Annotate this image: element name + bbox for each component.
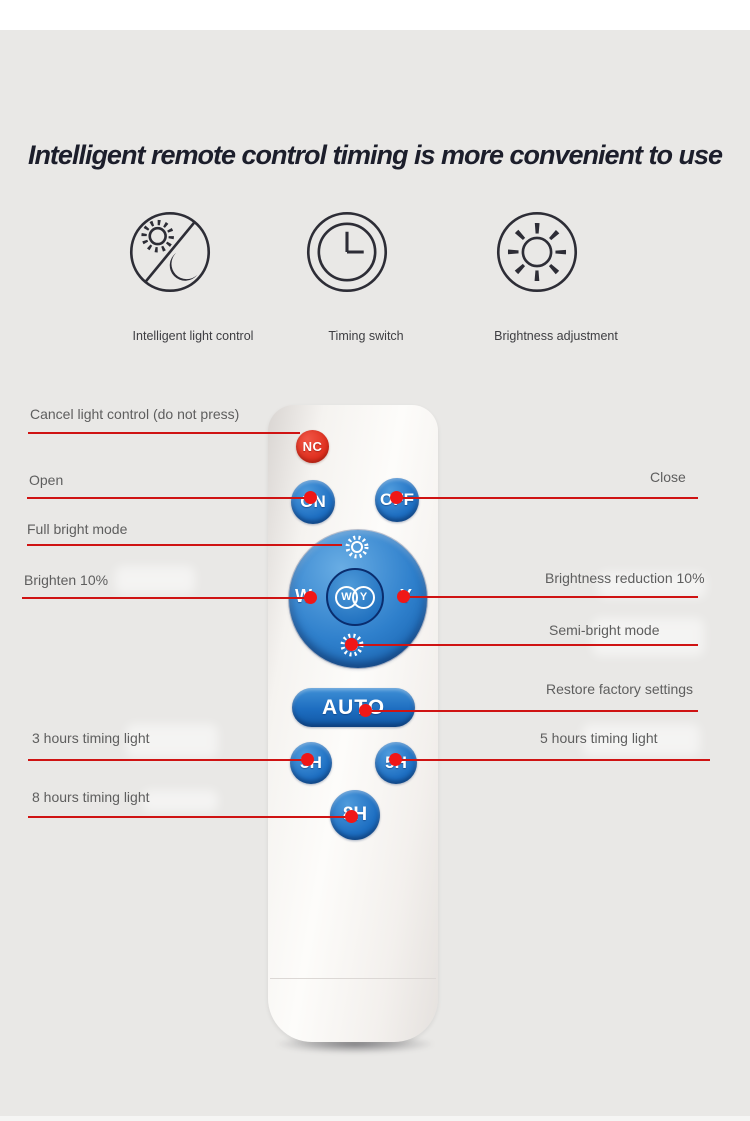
leader-dot-5-hours [389,753,402,766]
wy-logo-right: Y [352,585,375,609]
full-bright-sun-icon [344,534,370,560]
leader-dot-3-hours [301,753,314,766]
remote-seam-line [270,978,436,979]
label-brightness-reduction: Brightness reduction 10% [545,570,705,586]
label-cancel-light-control: Cancel light control (do not press) [30,406,240,422]
day-night-icon [126,208,214,296]
feature-label-brightness: Brightness adjustment [494,329,618,343]
leader-line-8-hours [28,816,352,818]
page-title: Intelligent remote control timing is mor… [27,140,723,170]
leader-dot-close [390,491,403,504]
leader-line-5-hours [396,759,710,761]
leader-line-cancel [28,432,300,434]
leader-line-open [27,497,312,499]
watermark [115,566,195,594]
watermark [582,724,700,756]
bottom-white-strip [0,1116,750,1121]
label-open: Open [29,472,64,488]
label-close: Close [650,469,686,485]
leader-line-close [397,497,698,499]
leader-dot-semi-bright [345,638,358,651]
leader-line-3-hours [28,759,308,761]
label-brighten: Brighten 10% [24,572,109,588]
leader-line-full-bright [27,544,342,546]
top-white-strip [0,0,750,30]
leader-dot-8-hours [345,810,358,823]
nc-button: NC [296,430,329,463]
leader-dot-open [304,491,317,504]
watermark [598,572,706,598]
label-8-hours: 8 hours timing light [32,789,150,805]
leader-dot-brighten [304,591,317,604]
wy-logo: W Y [335,585,375,609]
feature-label-timing-switch: Timing switch [328,329,404,343]
leader-line-reduction [404,596,698,598]
label-5-hours: 5 hours timing light [540,730,658,746]
watermark [126,724,218,758]
label-3-hours: 3 hours timing light [32,730,150,746]
brightness-icon [493,208,581,296]
leader-dot-reduction [397,590,410,603]
watermark [592,618,704,656]
feature-label-light-control: Intelligent light control [132,329,254,343]
leader-line-restore [366,710,698,712]
clock-icon [303,208,391,296]
dpad-center-button: W Y [326,568,384,626]
leader-line-semi-bright [352,644,698,646]
label-full-bright: Full bright mode [27,521,128,537]
leader-dot-restore [359,704,372,717]
auto-button: AUTO [292,688,415,727]
watermark [142,790,218,812]
label-restore-factory: Restore factory settings [546,681,694,697]
leader-line-brighten [22,597,310,599]
label-semi-bright: Semi-bright mode [549,622,660,638]
